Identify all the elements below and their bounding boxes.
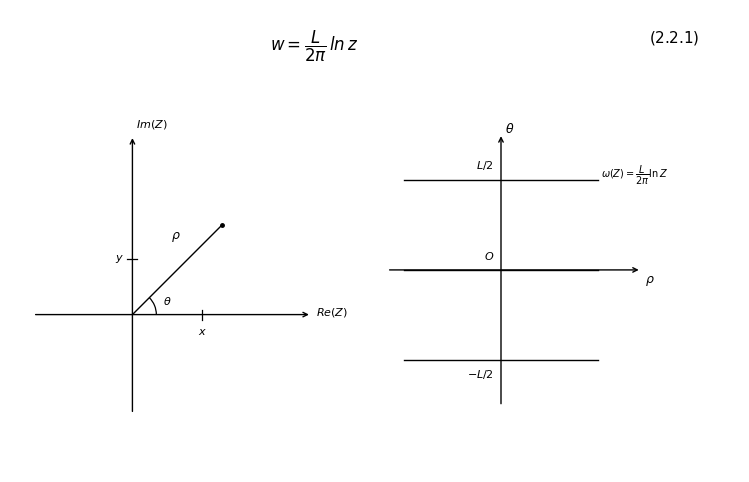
Text: $\theta$: $\theta$: [163, 295, 172, 307]
Text: $x$: $x$: [198, 326, 207, 336]
Text: $O$: $O$: [484, 250, 494, 262]
Text: $\rho$: $\rho$: [645, 274, 655, 288]
Text: $(2.2.1)$: $(2.2.1)$: [649, 29, 700, 47]
Text: $L/2$: $L/2$: [476, 159, 494, 172]
Text: $\omega(Z)=\dfrac{L}{2\pi}\ln Z$: $\omega(Z)=\dfrac{L}{2\pi}\ln Z$: [601, 164, 668, 187]
Text: $Re(Z)$: $Re(Z)$: [316, 306, 348, 319]
Text: $\rho$: $\rho$: [171, 230, 181, 244]
Text: $Im(Z)$: $Im(Z)$: [136, 118, 168, 131]
Text: $y$: $y$: [115, 253, 124, 265]
Text: $-L/2$: $-L/2$: [467, 368, 494, 381]
Text: $w = \dfrac{L}{2\pi}\,ln\,z$: $w = \dfrac{L}{2\pi}\,ln\,z$: [270, 29, 359, 64]
Text: $\theta$: $\theta$: [505, 122, 514, 136]
